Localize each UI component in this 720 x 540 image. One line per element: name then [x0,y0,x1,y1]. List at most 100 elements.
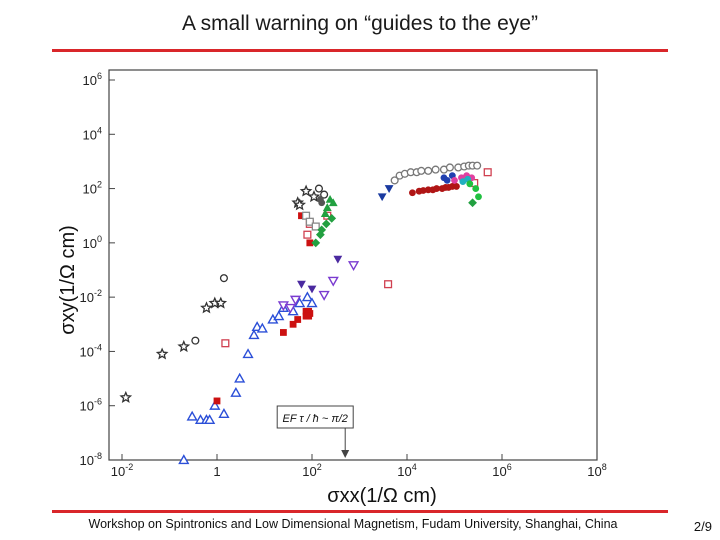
data-point [303,230,312,239]
y-tick-label: 10-8 [80,451,102,468]
data-point [213,397,221,405]
data-point [314,184,323,193]
data-point [451,177,458,184]
plot-frame [108,69,598,461]
data-point [311,238,321,248]
data-point [347,261,360,272]
data-point [221,339,230,348]
data-point [327,276,339,287]
footer-text: Workshop on Spintronics and Low Dimensio… [88,517,618,531]
y-axis-label: σxy(1/Ω cm) [57,225,79,335]
data-point [307,285,317,294]
data-point [453,183,460,190]
data-point [307,190,321,203]
data-point [219,274,228,283]
data-point [218,408,230,418]
data-point [178,454,190,465]
y-tick-label: 104 [83,125,102,142]
data-point [472,185,480,192]
data-point [384,185,394,193]
x-tick-label: 104 [397,462,416,479]
data-point [273,310,285,321]
axis-ticks: 10-2 1 102 104 106 108 106 104 102 100 10-2 10-4 10-… [80,71,607,479]
data-point [191,336,200,345]
data-point [321,219,331,229]
data-point [230,386,242,397]
y-tick-label: 102 [83,180,102,197]
annotation: EF τ / ħ ~ π/2 [276,405,354,458]
data-point [318,290,330,301]
data-point [209,399,221,410]
data-point [234,372,246,383]
data-point [204,414,216,425]
data-point [327,213,337,223]
x-axis-label: σxx(1/Ω cm) [327,485,437,507]
data-point [248,329,260,340]
annotation-box [276,405,354,429]
data-point [311,222,320,231]
y-tick-label: 100 [83,234,102,251]
data-point [475,193,482,201]
data-point [409,189,416,197]
data-point [306,297,318,308]
data-point [289,295,302,306]
data-point [333,255,343,264]
data-point [186,410,198,421]
data-point [318,199,326,207]
data-point [155,347,169,360]
data-point [390,176,399,185]
data-point [443,177,451,184]
data-points [119,161,492,465]
footer-divider [52,510,668,513]
y-tick-label: 10-6 [80,397,102,414]
x-tick-label: 1 [213,464,220,479]
data-point [256,322,268,333]
data-point [303,312,311,320]
data-point [322,203,332,211]
data-point [419,187,427,194]
slide-title: A small warning on “guides to the eye” [181,12,539,35]
data-point [284,303,296,314]
y-tick-label: 10-2 [80,288,102,305]
data-point [320,190,329,199]
data-point [468,198,477,208]
data-point [328,198,338,207]
data-point [433,185,441,192]
data-point [294,297,306,308]
data-point [305,217,314,226]
y-tick-label: 10-4 [80,342,102,359]
data-point [445,163,454,172]
data-point [306,239,314,247]
data-point [299,184,313,197]
data-point [294,316,302,323]
x-tick-label: 106 [492,462,511,479]
data-point [280,329,287,336]
title-divider [52,49,668,52]
data-point [305,307,313,315]
data-point [473,161,482,170]
data-point [298,212,305,220]
data-point [417,166,426,175]
data-point [297,280,306,289]
data-point [320,209,330,217]
scatter-chart: 10-2 1 102 104 106 108 106 104 102 100 10-2 10-4 10-… [57,69,607,507]
data-point [293,198,307,211]
data-point [483,168,492,177]
data-point [424,166,433,175]
data-point [242,348,254,359]
data-point [119,390,133,403]
data-point [315,230,325,240]
y-tick-label: 106 [83,71,102,88]
data-point [177,339,191,353]
x-tick-label: 10-2 [111,462,133,479]
data-point [301,291,313,302]
page-number: 2/9 [693,519,712,534]
data-point [431,165,440,174]
data-point [214,296,228,309]
annotation-arrow-head [341,450,350,458]
x-tick-label: 102 [302,462,321,479]
data-point [377,193,387,202]
data-point [466,180,474,188]
annotation-text: EF τ / ħ ~ π/2 [282,413,347,425]
data-point [289,320,297,328]
